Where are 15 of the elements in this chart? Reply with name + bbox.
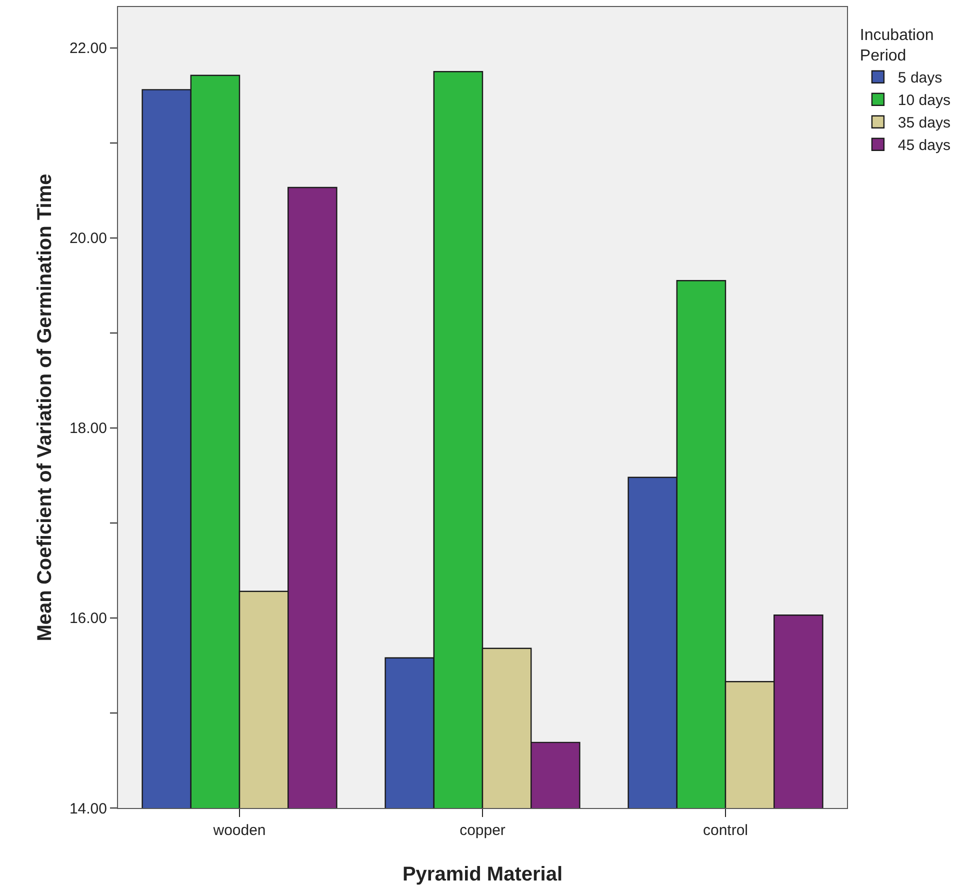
legend-label: 5 days bbox=[898, 70, 942, 87]
x-tick-label: copper bbox=[460, 822, 506, 839]
y-tick-label: 16.00 bbox=[69, 610, 107, 628]
legend-label: 10 days bbox=[898, 92, 950, 110]
legend-label: 45 days bbox=[898, 137, 950, 154]
x-tick-label: control bbox=[702, 822, 748, 839]
y-axis-title: Mean Coeficient of Variation of Germination Time bbox=[34, 174, 56, 642]
y-tick-label: 14.00 bbox=[69, 800, 107, 818]
y-tick-label: 18.00 bbox=[69, 420, 107, 438]
x-tick-label: wooden bbox=[212, 822, 266, 839]
legend-label: 35 days bbox=[898, 114, 950, 132]
x-axis-title: Pyramid Material bbox=[402, 864, 563, 886]
y-tick-label: 22.00 bbox=[69, 40, 107, 58]
legend-title: Incubation Period bbox=[860, 26, 934, 65]
y-tick-label: 20.00 bbox=[69, 230, 107, 248]
